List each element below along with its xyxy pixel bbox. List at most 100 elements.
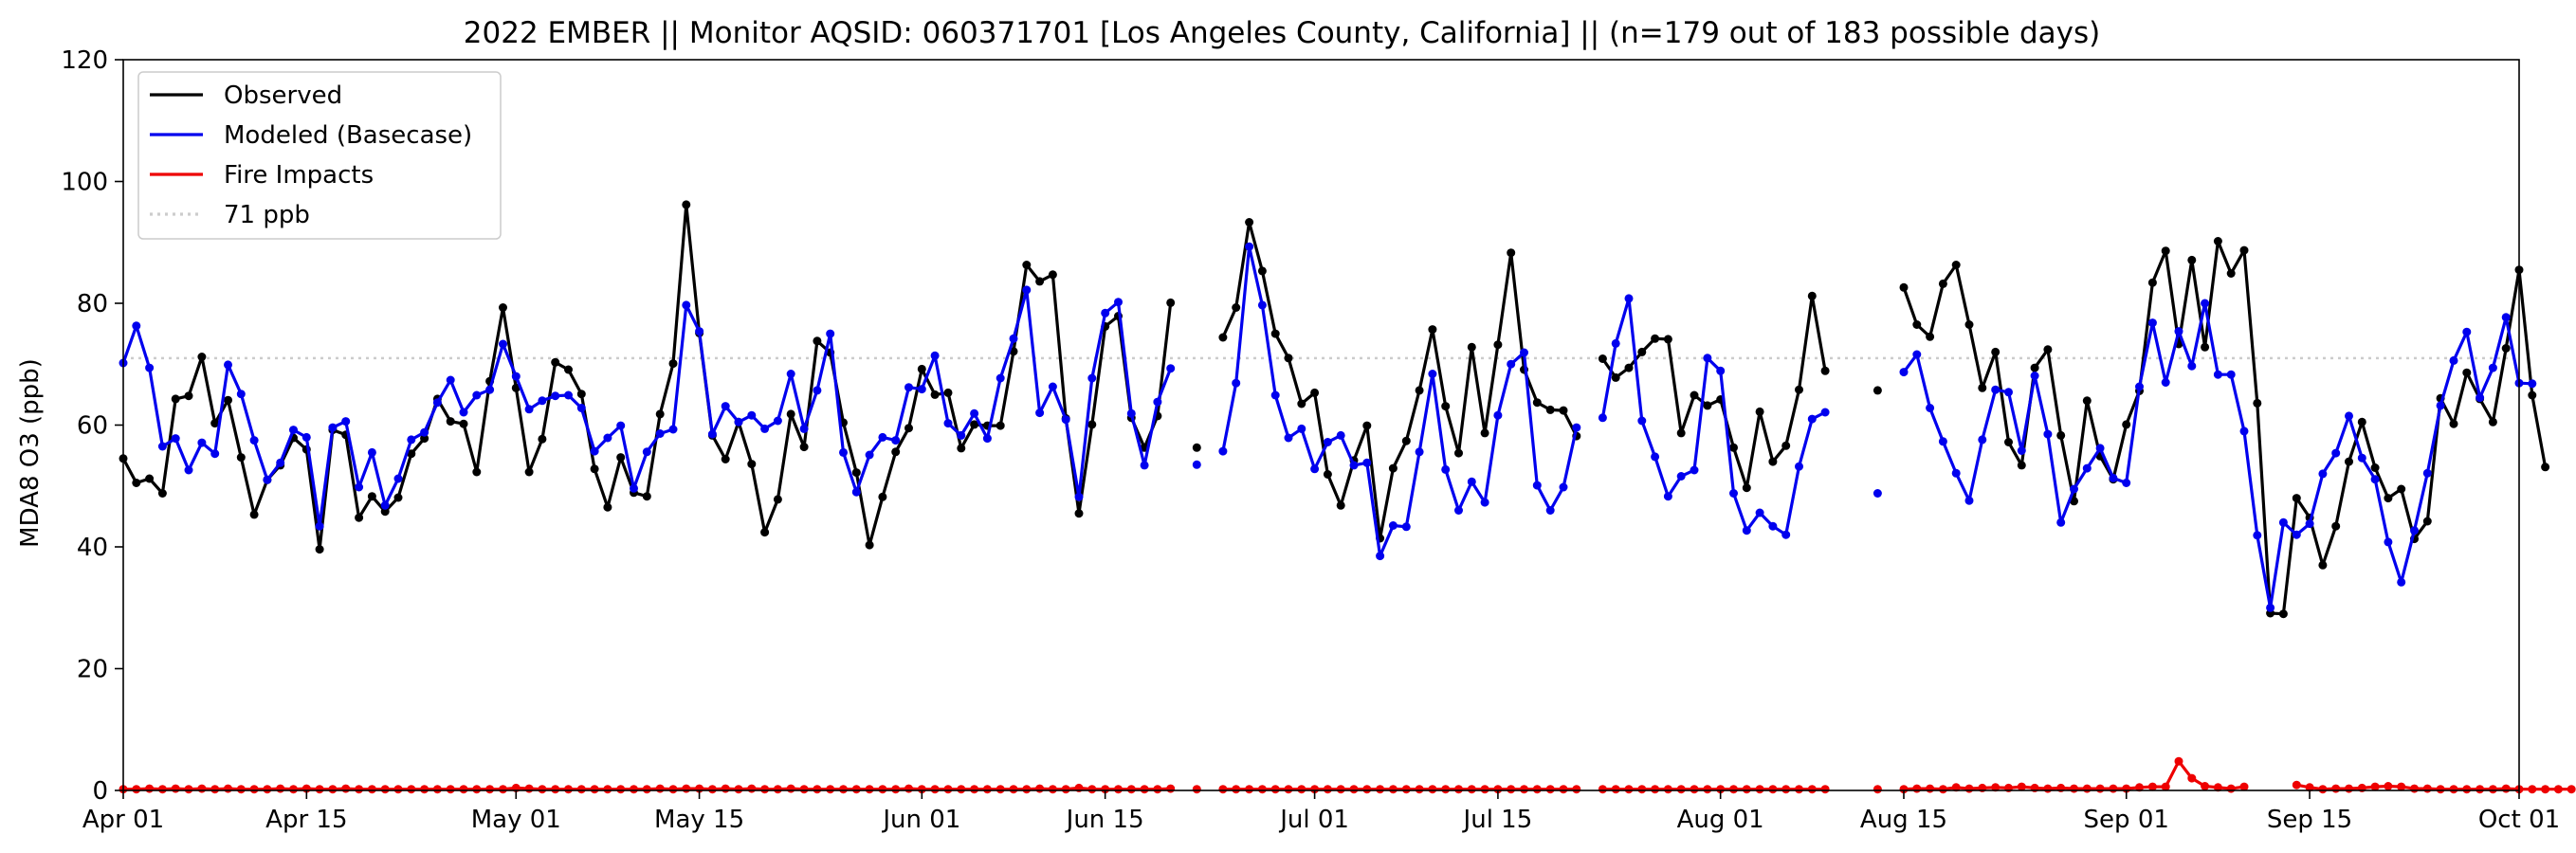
data-point-fire-impacts — [1126, 785, 1136, 794]
data-point-modeled-basecase — [2161, 378, 2170, 387]
data-point-observed — [538, 434, 547, 444]
data-point-modeled-basecase — [917, 385, 926, 394]
data-point-modeled-basecase — [2201, 299, 2210, 308]
data-point-observed — [355, 513, 364, 522]
data-point-observed — [249, 510, 259, 519]
data-point-fire-impacts — [1651, 785, 1660, 794]
data-point-observed — [551, 357, 560, 367]
data-point-modeled-basecase — [878, 432, 887, 442]
data-point-observed — [773, 495, 782, 504]
data-point-fire-impacts — [1480, 785, 1489, 794]
data-point-modeled-basecase — [1467, 477, 1476, 486]
data-point-modeled-basecase — [904, 383, 913, 392]
data-point-modeled-basecase — [682, 300, 691, 310]
data-point-modeled-basecase — [1532, 481, 1542, 490]
data-point-modeled-basecase — [1061, 415, 1070, 425]
data-point-modeled-basecase — [511, 372, 521, 381]
data-point-observed — [1742, 483, 1751, 493]
data-point-modeled-basecase — [1245, 242, 1254, 251]
data-point-fire-impacts — [1087, 785, 1097, 794]
data-point-modeled-basecase — [2147, 318, 2157, 328]
data-point-observed — [1964, 320, 1974, 329]
data-point-fire-impacts — [1323, 785, 1332, 794]
data-point-fire-impacts — [1048, 785, 1057, 794]
data-point-observed — [1703, 401, 1712, 410]
data-point-fire-impacts — [943, 785, 953, 794]
data-point-fire-impacts — [904, 784, 913, 793]
data-point-modeled-basecase — [551, 391, 560, 401]
data-point-modeled-basecase — [1899, 368, 1909, 377]
data-point-modeled-basecase — [2370, 475, 2380, 484]
data-point-observed — [2528, 390, 2537, 400]
data-point-fire-impacts — [2422, 784, 2432, 793]
data-point-fire-impacts — [459, 785, 468, 794]
data-point-modeled-basecase — [826, 329, 835, 338]
data-point-observed — [1663, 335, 1672, 344]
legend-label-observed: Observed — [224, 82, 342, 110]
data-point-modeled-basecase — [616, 421, 626, 430]
data-point-fire-impacts — [1938, 785, 1947, 794]
data-point-modeled-basecase — [2056, 517, 2066, 527]
data-point-observed — [2449, 419, 2458, 428]
data-point-modeled-basecase — [2109, 473, 2118, 482]
data-point-observed — [1048, 270, 1057, 280]
data-point-fire-impacts — [1284, 785, 1293, 794]
data-point-observed — [564, 365, 573, 374]
data-point-modeled-basecase — [1572, 423, 1581, 432]
data-point-modeled-basecase — [472, 390, 482, 400]
plot-area — [119, 200, 2576, 794]
data-point-observed — [2345, 457, 2353, 466]
data-point-fire-impacts — [2239, 782, 2249, 791]
data-point-fire-impacts — [2476, 785, 2485, 794]
data-point-fire-impacts — [839, 785, 848, 794]
data-point-fire-impacts — [2410, 784, 2419, 793]
data-point-fire-impacts — [393, 785, 403, 794]
data-point-fire-impacts — [1166, 784, 1176, 793]
data-point-fire-impacts — [367, 785, 376, 794]
data-point-modeled-basecase — [499, 339, 507, 349]
data-point-fire-impacts — [2109, 784, 2118, 793]
x-tick-label: Jun 15 — [1065, 806, 1144, 834]
data-point-modeled-basecase — [1795, 462, 1803, 471]
data-point-modeled-basecase — [2292, 530, 2301, 539]
data-point-modeled-basecase — [538, 396, 547, 406]
data-point-modeled-basecase — [1507, 359, 1516, 369]
data-point-modeled-basecase — [1938, 437, 1947, 446]
x-tick-label: Sep 15 — [2267, 806, 2352, 834]
data-point-modeled-basecase — [1768, 521, 1778, 531]
data-point-fire-impacts — [1310, 785, 1320, 794]
data-point-modeled-basecase — [1690, 465, 1699, 475]
data-point-modeled-basecase — [2187, 361, 2197, 371]
data-point-fire-impacts — [1218, 785, 1228, 794]
data-point-fire-impacts — [1820, 785, 1830, 794]
data-point-fire-impacts — [1270, 785, 1280, 794]
data-point-fire-impacts — [1624, 785, 1634, 794]
data-point-modeled-basecase — [367, 447, 376, 457]
data-point-fire-impacts — [224, 784, 232, 793]
data-point-modeled-basecase — [2213, 370, 2222, 379]
data-point-modeled-basecase — [1114, 298, 1123, 307]
data-point-observed — [446, 417, 455, 426]
data-point-modeled-basecase — [642, 447, 651, 457]
data-point-observed — [2331, 521, 2341, 531]
data-point-fire-impacts — [499, 785, 507, 794]
data-point-modeled-basecase — [249, 436, 259, 445]
data-point-fire-impacts — [2135, 783, 2144, 792]
data-point-modeled-basecase — [236, 390, 246, 399]
data-point-modeled-basecase — [1781, 530, 1791, 539]
data-point-modeled-basecase — [1101, 308, 1110, 318]
data-point-fire-impacts — [1873, 785, 1882, 794]
data-point-observed — [642, 492, 651, 501]
data-point-observed — [2501, 344, 2511, 353]
data-point-observed — [407, 449, 416, 459]
data-point-modeled-basecase — [263, 475, 272, 484]
data-point-modeled-basecase — [315, 521, 324, 531]
data-point-observed — [236, 453, 246, 463]
data-point-modeled-basecase — [839, 447, 848, 457]
data-point-fire-impacts — [2488, 785, 2497, 794]
data-point-observed — [2122, 420, 2131, 429]
data-point-observed — [1441, 402, 1451, 411]
data-point-observed — [1415, 386, 1424, 395]
data-point-modeled-basecase — [1166, 364, 1176, 373]
data-point-fire-impacts — [773, 785, 782, 794]
